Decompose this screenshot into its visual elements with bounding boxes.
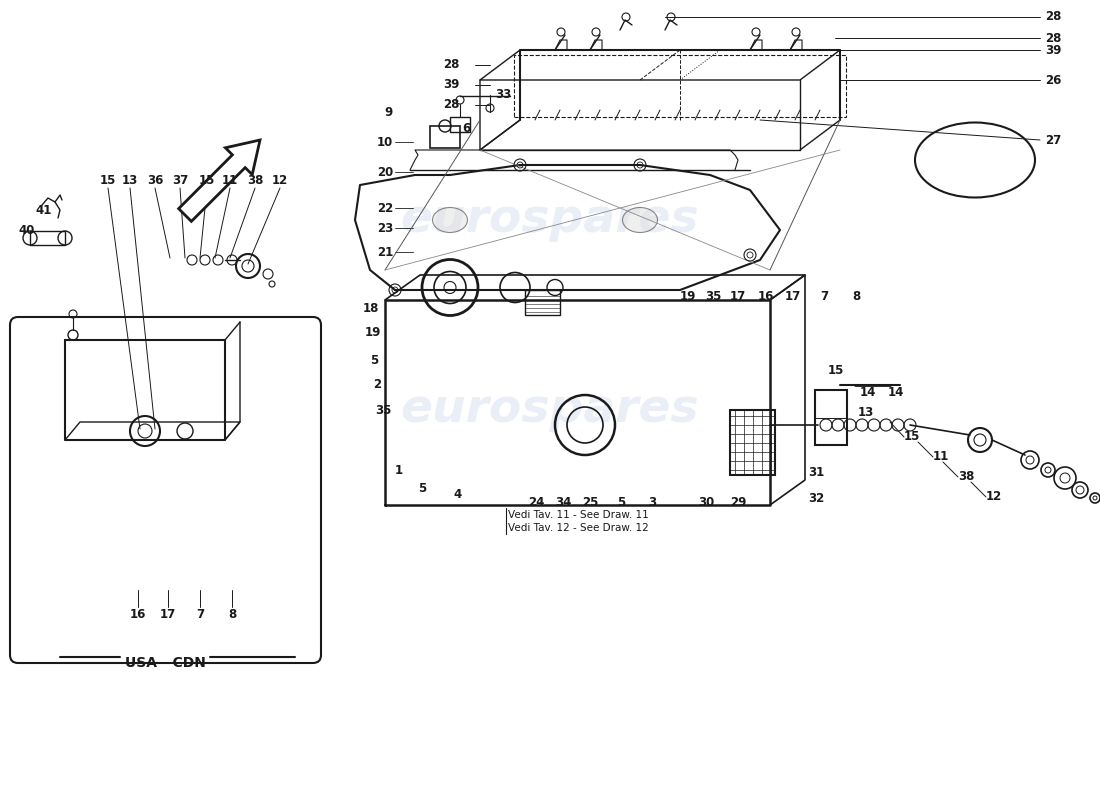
Text: 16: 16 bbox=[758, 290, 774, 303]
Text: 13: 13 bbox=[122, 174, 139, 186]
Text: 38: 38 bbox=[958, 470, 975, 483]
Text: 14: 14 bbox=[860, 386, 877, 399]
Bar bbox=[514, 55, 846, 117]
Text: 27: 27 bbox=[1045, 134, 1062, 146]
Text: 7: 7 bbox=[820, 290, 828, 303]
Text: USA - CDN: USA - CDN bbox=[124, 656, 206, 670]
Ellipse shape bbox=[623, 207, 658, 233]
Bar bbox=[430, 126, 460, 148]
Text: 12: 12 bbox=[272, 174, 288, 186]
Text: 38: 38 bbox=[246, 174, 263, 186]
Text: 5: 5 bbox=[370, 354, 378, 366]
Text: 17: 17 bbox=[785, 290, 801, 303]
Text: 28: 28 bbox=[1045, 10, 1062, 23]
Text: 20: 20 bbox=[376, 166, 393, 178]
Text: eurospares: eurospares bbox=[400, 387, 700, 433]
Text: 25: 25 bbox=[582, 495, 598, 509]
Text: 13: 13 bbox=[858, 406, 874, 419]
Text: 39: 39 bbox=[443, 78, 460, 91]
Text: Vedi Tav. 12 - See Draw. 12: Vedi Tav. 12 - See Draw. 12 bbox=[508, 523, 649, 533]
Text: 2: 2 bbox=[373, 378, 381, 391]
Text: 26: 26 bbox=[1045, 74, 1062, 86]
Text: 17: 17 bbox=[730, 290, 746, 303]
Text: 15: 15 bbox=[904, 430, 921, 443]
Text: 32: 32 bbox=[808, 491, 824, 505]
Text: 35: 35 bbox=[375, 403, 392, 417]
Text: 15: 15 bbox=[100, 174, 117, 186]
Text: 7: 7 bbox=[196, 609, 205, 622]
Bar bbox=[815, 390, 847, 445]
Text: 11: 11 bbox=[933, 450, 949, 463]
Text: 17: 17 bbox=[160, 609, 176, 622]
Text: 34: 34 bbox=[556, 495, 571, 509]
Bar bbox=[30, 231, 65, 245]
Text: 35: 35 bbox=[705, 290, 722, 303]
Text: 10: 10 bbox=[376, 135, 393, 149]
Text: 3: 3 bbox=[648, 495, 656, 509]
FancyArrow shape bbox=[178, 140, 260, 222]
Text: 30: 30 bbox=[698, 495, 714, 509]
Text: 15: 15 bbox=[199, 174, 216, 186]
Text: 24: 24 bbox=[528, 495, 544, 509]
Text: 5: 5 bbox=[418, 482, 427, 494]
Ellipse shape bbox=[432, 207, 468, 233]
Text: 28: 28 bbox=[443, 58, 460, 71]
Text: 39: 39 bbox=[1045, 43, 1062, 57]
Bar bbox=[450, 117, 470, 132]
Text: 31: 31 bbox=[808, 466, 824, 478]
Text: 5: 5 bbox=[617, 495, 625, 509]
Text: 6: 6 bbox=[462, 122, 471, 134]
Text: 18: 18 bbox=[363, 302, 379, 314]
Text: 19: 19 bbox=[680, 290, 696, 303]
Text: 8: 8 bbox=[852, 290, 860, 303]
Text: 40: 40 bbox=[18, 223, 34, 237]
Text: 36: 36 bbox=[146, 174, 163, 186]
Text: 9: 9 bbox=[385, 106, 393, 118]
Text: 41: 41 bbox=[35, 203, 52, 217]
Bar bbox=[525, 290, 560, 315]
Text: 37: 37 bbox=[172, 174, 188, 186]
Text: 22: 22 bbox=[376, 202, 393, 214]
Bar bbox=[730, 410, 776, 475]
Text: 12: 12 bbox=[986, 490, 1002, 503]
Text: 19: 19 bbox=[365, 326, 382, 338]
Text: 16: 16 bbox=[130, 609, 146, 622]
Text: 28: 28 bbox=[443, 98, 460, 111]
Text: 11: 11 bbox=[222, 174, 238, 186]
Text: 23: 23 bbox=[376, 222, 393, 234]
Text: 1: 1 bbox=[395, 463, 403, 477]
Text: Vedi Tav. 11 - See Draw. 11: Vedi Tav. 11 - See Draw. 11 bbox=[508, 510, 649, 520]
Text: 14: 14 bbox=[888, 386, 904, 399]
Text: 33: 33 bbox=[495, 87, 512, 101]
Text: 28: 28 bbox=[1045, 31, 1062, 45]
Text: 4: 4 bbox=[453, 489, 461, 502]
Text: 8: 8 bbox=[228, 609, 236, 622]
Text: eurospares: eurospares bbox=[400, 198, 700, 242]
Text: 15: 15 bbox=[828, 363, 845, 377]
Text: 29: 29 bbox=[730, 495, 747, 509]
Text: 21: 21 bbox=[376, 246, 393, 258]
